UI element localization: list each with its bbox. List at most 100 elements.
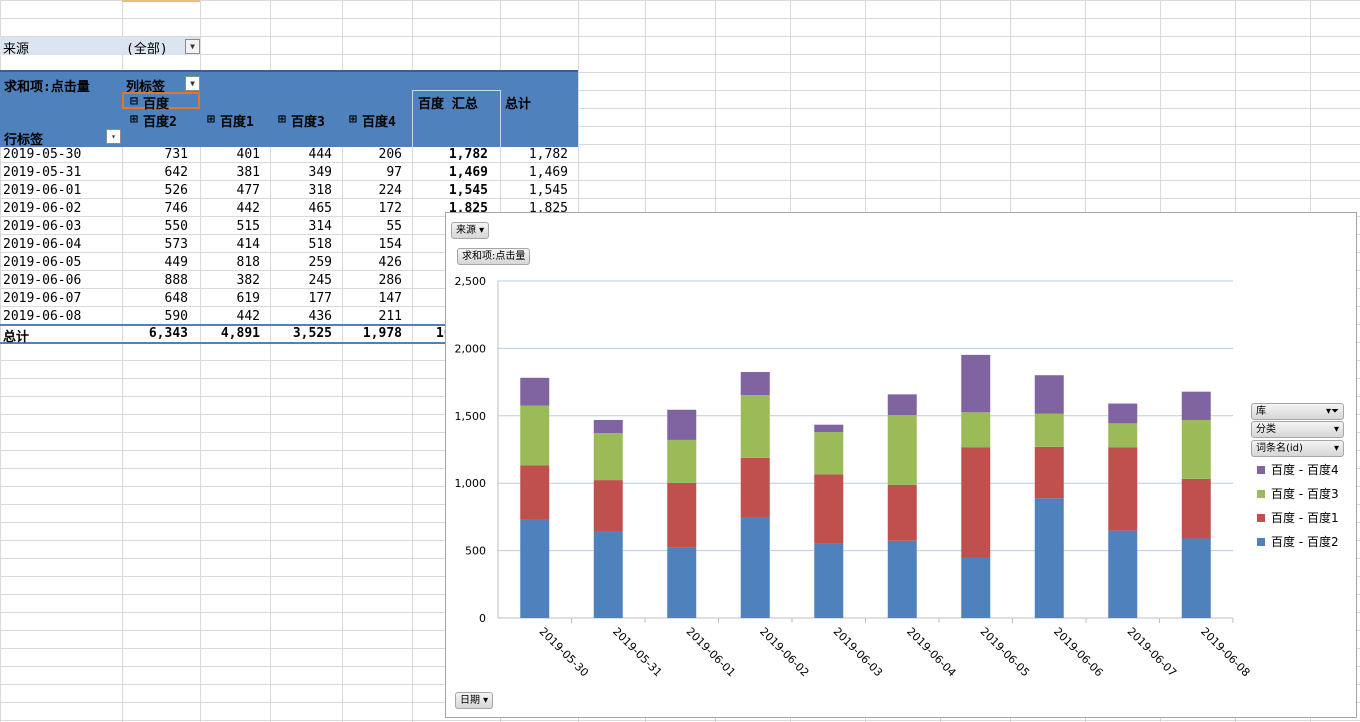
cell-total: 1,545 bbox=[528, 183, 568, 198]
legend-item[interactable]: 百度 - 百度1 bbox=[1257, 509, 1339, 526]
row-date: 2019-06-05 bbox=[3, 255, 82, 270]
row-labels-header: 行标签 bbox=[4, 133, 44, 148]
bar-segment[interactable] bbox=[961, 412, 991, 448]
table-row: 2019-06-01 526 477 318 224 1,545 1,545 bbox=[0, 182, 578, 200]
row-date: 2019-06-01 bbox=[3, 183, 82, 198]
bar-segment[interactable] bbox=[740, 371, 770, 396]
report-filter-row bbox=[0, 37, 200, 55]
legend-item[interactable]: 百度 - 百度4 bbox=[1257, 461, 1339, 478]
legend-label: 百度 - 百度3 bbox=[1271, 487, 1339, 501]
bar-segment[interactable] bbox=[520, 519, 550, 618]
bar-segment[interactable] bbox=[1181, 538, 1211, 618]
collapse-icon[interactable]: ⊟ bbox=[130, 94, 138, 109]
column-labels-header: 列标签 bbox=[126, 80, 166, 95]
bar-segment[interactable] bbox=[887, 394, 917, 416]
expand-icon[interactable]: ⊞ bbox=[130, 112, 138, 127]
bar-segment[interactable] bbox=[814, 543, 844, 618]
bar-segment[interactable] bbox=[1034, 498, 1064, 618]
legend-field-term[interactable]: 词条名(id) ▾ bbox=[1251, 440, 1344, 457]
col-header-baidu3[interactable]: 百度3 bbox=[291, 115, 325, 130]
cell-baidu1: 619 bbox=[236, 291, 260, 306]
cell-baidu3: 349 bbox=[308, 165, 332, 180]
cell-baidu2: 648 bbox=[164, 291, 188, 306]
bar-segment[interactable] bbox=[667, 439, 697, 483]
pivot-chart[interactable]: 来源 ▾ 求和项:点击量 0 500 1,000 1,500 2,000 2,500 201… bbox=[445, 212, 1357, 718]
cell-baidu1: 401 bbox=[236, 147, 260, 162]
bar-segment[interactable] bbox=[961, 447, 991, 558]
bar-segment[interactable] bbox=[667, 409, 697, 440]
chart-value-field[interactable]: 求和项:点击量 bbox=[457, 248, 531, 265]
col-header-baidu1[interactable]: 百度1 bbox=[220, 115, 254, 130]
bar-segment[interactable] bbox=[667, 547, 697, 618]
bar-segment[interactable] bbox=[1034, 413, 1064, 447]
bar-segment[interactable] bbox=[740, 395, 770, 458]
group-baidu[interactable]: 百度 bbox=[143, 97, 170, 112]
legend-swatch bbox=[1257, 514, 1265, 522]
x-tick-label: 2019-06-08 bbox=[1198, 625, 1252, 679]
cell-baidu1: 477 bbox=[236, 183, 260, 198]
legend-item[interactable]: 百度 - 百度3 bbox=[1257, 485, 1339, 502]
bar-segment[interactable] bbox=[887, 415, 917, 485]
cell-baidu1: 442 bbox=[236, 201, 260, 216]
legend-swatch bbox=[1257, 466, 1265, 474]
expand-icon[interactable]: ⊞ bbox=[349, 112, 357, 127]
legend-label: 百度 - 百度1 bbox=[1271, 511, 1339, 525]
bar-segment[interactable] bbox=[520, 405, 550, 466]
column-filter-icon[interactable]: ▼ bbox=[185, 76, 200, 91]
grand-baidu1: 4,891 bbox=[220, 326, 260, 341]
legend-field-category[interactable]: 分类 ▾ bbox=[1251, 421, 1344, 438]
bar-segment[interactable] bbox=[520, 465, 550, 520]
col-header-baidu2[interactable]: 百度2 bbox=[143, 115, 177, 130]
row-date: 2019-06-04 bbox=[3, 237, 82, 252]
cell-baidu1: 515 bbox=[236, 219, 260, 234]
bar-segment[interactable] bbox=[1108, 403, 1138, 424]
bar-segment[interactable] bbox=[593, 531, 623, 618]
bar-segment[interactable] bbox=[814, 474, 844, 544]
x-tick-label: 2019-06-02 bbox=[757, 625, 811, 679]
legend-item[interactable]: 百度 - 百度2 bbox=[1257, 533, 1339, 550]
cell-baidu4: 97 bbox=[386, 165, 402, 180]
expand-icon[interactable]: ⊞ bbox=[278, 112, 286, 127]
bar-segment[interactable] bbox=[961, 354, 991, 413]
row-date: 2019-06-07 bbox=[3, 291, 82, 306]
table-row: 2019-06-076486191771471 bbox=[0, 290, 578, 308]
bar-segment[interactable] bbox=[1181, 391, 1211, 421]
bar-segment[interactable] bbox=[1108, 530, 1138, 618]
bar-segment[interactable] bbox=[1108, 447, 1138, 531]
bar-segment[interactable] bbox=[814, 432, 844, 475]
bar-segment[interactable] bbox=[887, 540, 917, 618]
bar-segment[interactable] bbox=[1034, 446, 1064, 499]
bar-segment[interactable] bbox=[667, 482, 697, 548]
cell-baidu1: 442 bbox=[236, 309, 260, 324]
grand-baidu2: 6,343 bbox=[148, 326, 188, 341]
bar-segment[interactable] bbox=[1108, 423, 1138, 448]
bar-segment[interactable] bbox=[593, 433, 623, 481]
chart-axis-field-date[interactable]: 日期 ▾ bbox=[455, 692, 494, 709]
cell-baidu4: 224 bbox=[378, 183, 402, 198]
bar-segment[interactable] bbox=[593, 419, 623, 434]
bar-segment[interactable] bbox=[1181, 478, 1211, 539]
legend-field-library[interactable]: 库 ▾⏷ bbox=[1251, 403, 1344, 420]
bar-segment[interactable] bbox=[1181, 420, 1211, 479]
bar-segment[interactable] bbox=[961, 557, 991, 618]
row-date: 2019-06-06 bbox=[3, 273, 82, 288]
cell-baidu2: 550 bbox=[164, 219, 188, 234]
bar-segment[interactable] bbox=[887, 484, 917, 541]
col-header-baidu4[interactable]: 百度4 bbox=[362, 115, 396, 130]
filter-dropdown-button[interactable]: ▼ bbox=[185, 39, 200, 54]
bar-segment[interactable] bbox=[814, 424, 844, 433]
cell-baidu3: 518 bbox=[308, 237, 332, 252]
cell-baidu1: 382 bbox=[236, 273, 260, 288]
row-sort-icon[interactable]: ▾ bbox=[106, 129, 121, 144]
y-tick-label: 0 bbox=[479, 612, 486, 625]
bar-segment[interactable] bbox=[740, 517, 770, 618]
bar-segment[interactable] bbox=[593, 480, 623, 532]
cell-baidu3: 444 bbox=[308, 147, 332, 162]
bar-segment[interactable] bbox=[740, 457, 770, 518]
grand-total-label: 总计 bbox=[3, 330, 30, 345]
bar-segment[interactable] bbox=[520, 377, 550, 406]
cell-baidu4: 172 bbox=[378, 201, 402, 216]
expand-icon[interactable]: ⊞ bbox=[207, 112, 215, 127]
bar-segment[interactable] bbox=[1034, 375, 1064, 414]
chart-filter-source[interactable]: 来源 ▾ bbox=[451, 222, 490, 239]
